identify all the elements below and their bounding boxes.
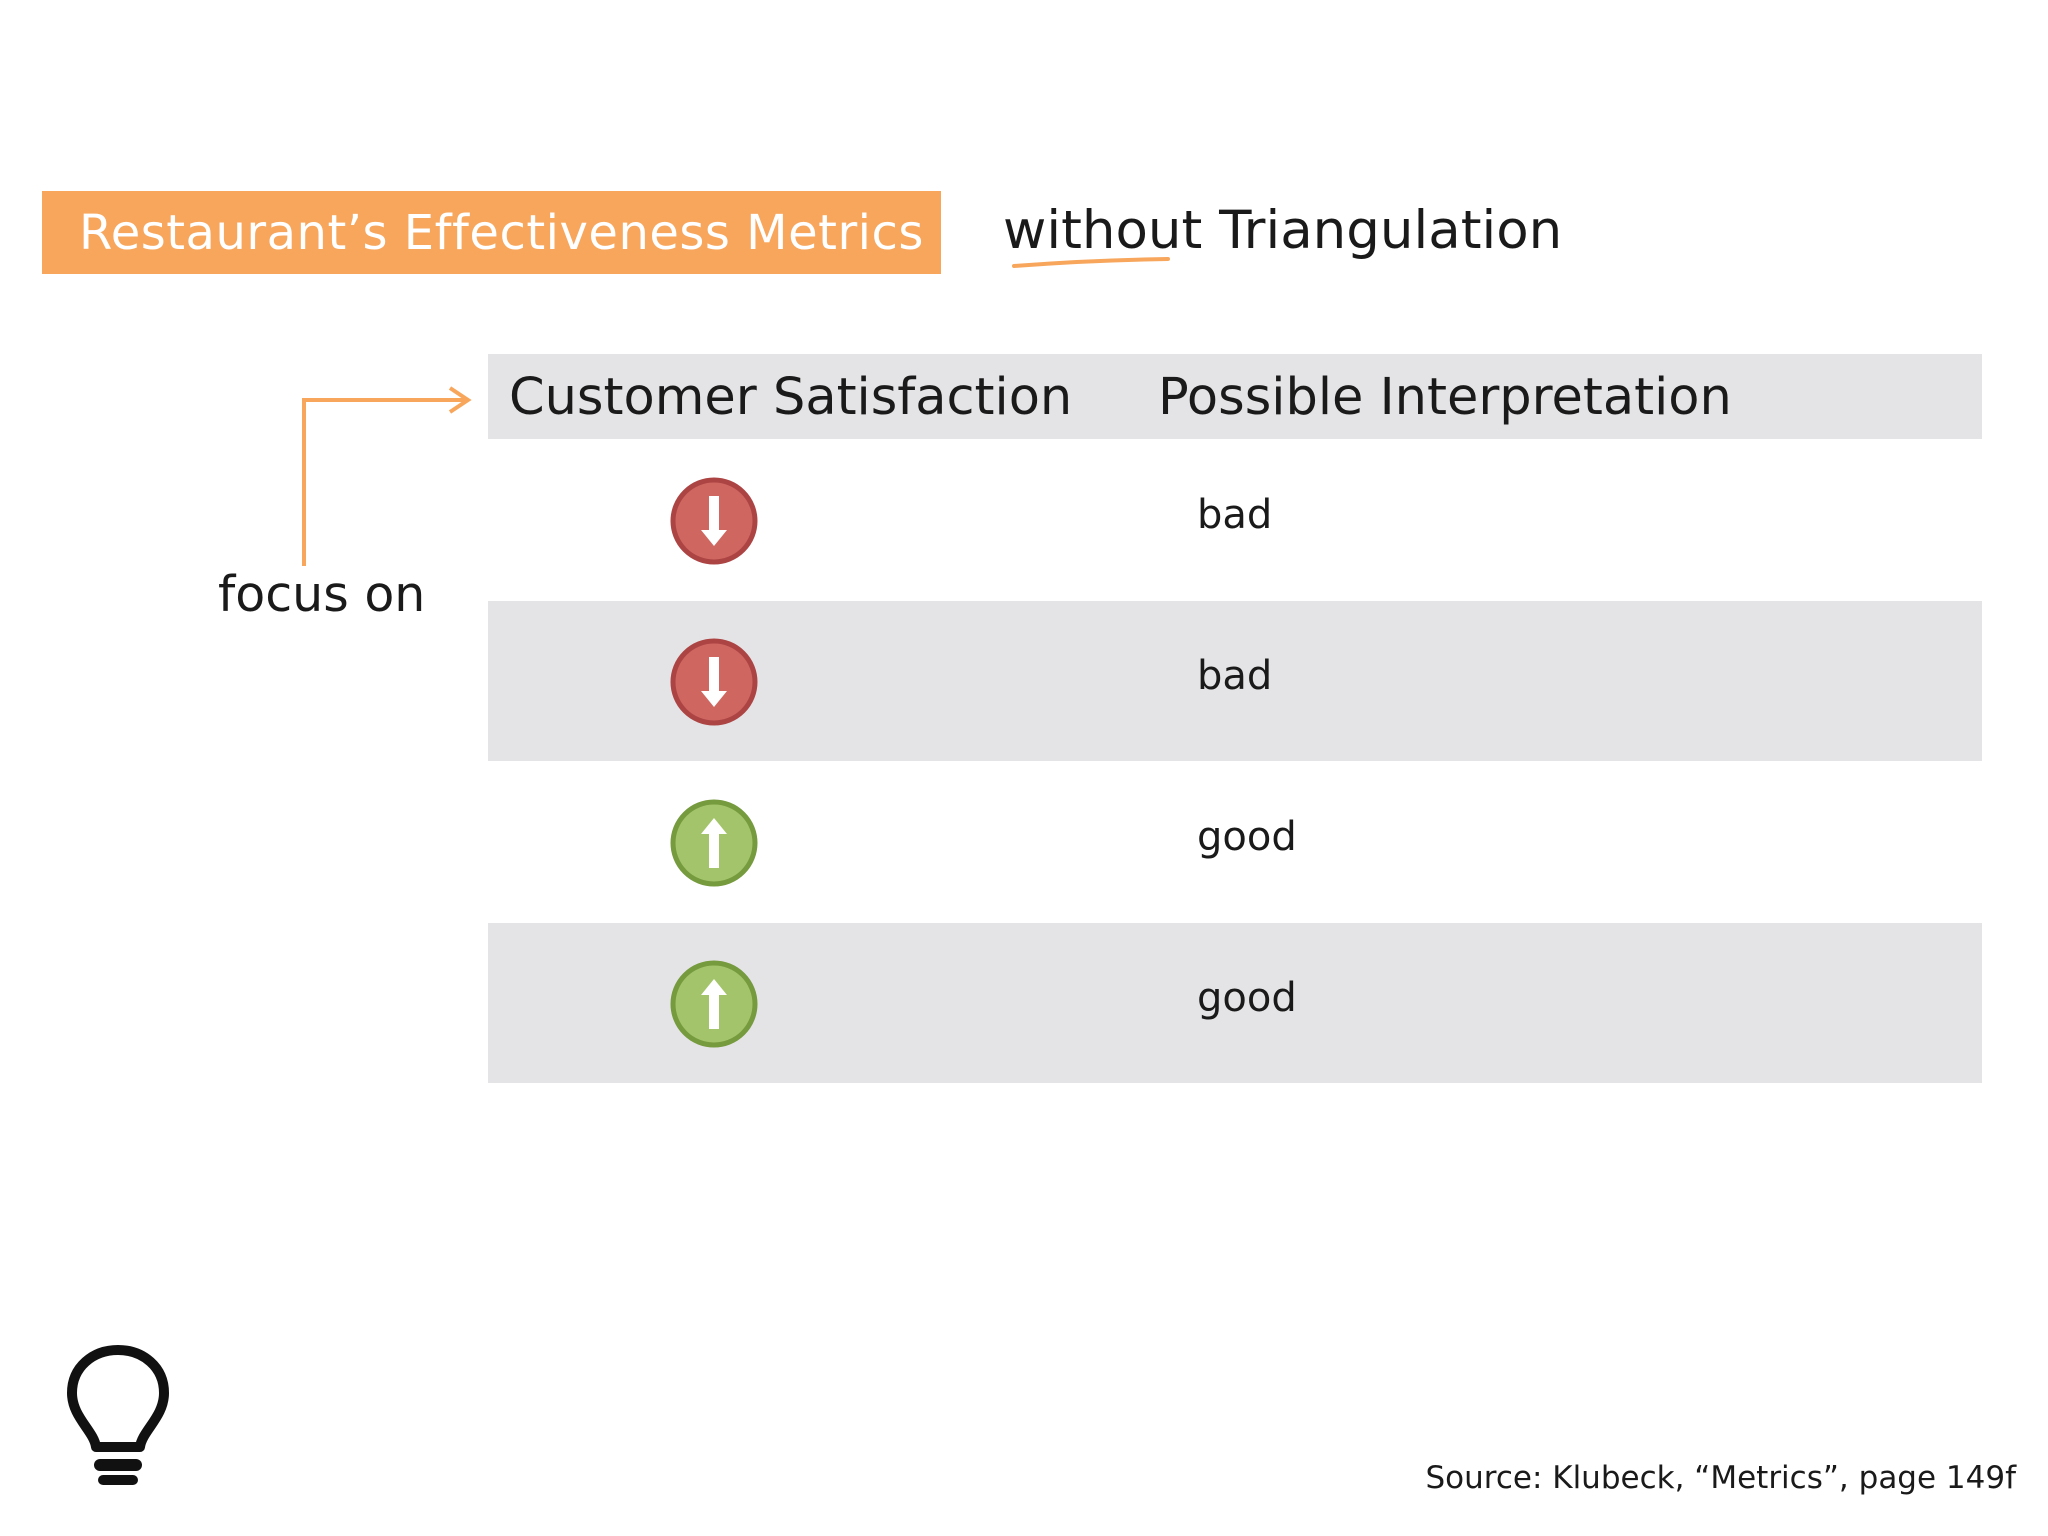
focus-arrow-icon (302, 386, 472, 566)
underline-mark (1012, 257, 1170, 268)
subtitle: without Triangulation (1003, 200, 1563, 261)
down-arrow-circle-icon (670, 477, 758, 565)
title-banner: Restaurant’s Effectiveness Metrics (42, 191, 941, 274)
table-row: good (488, 761, 1982, 922)
table-row: good (488, 922, 1982, 1083)
header-possible-interpretation: Possible Interpretation (1158, 368, 1732, 427)
table-header: Customer Satisfaction Possible Interpret… (488, 354, 1982, 439)
header-customer-satisfaction: Customer Satisfaction (509, 368, 1073, 427)
metrics-table: Customer Satisfaction Possible Interpret… (488, 354, 1982, 1083)
up-arrow-circle-icon (670, 960, 758, 1048)
focus-label: focus on (218, 566, 426, 623)
lightbulb-icon (67, 1345, 169, 1485)
down-arrow-circle-icon (670, 638, 758, 726)
slide-title: Restaurant’s Effectiveness Metrics (79, 204, 924, 261)
interpretation-text: good (1197, 975, 1297, 1021)
table-body: bad bad good good (488, 439, 1982, 1083)
table-row: bad (488, 439, 1982, 600)
source-citation: Source: Klubeck, “Metrics”, page 149f (1425, 1460, 2016, 1496)
table-row: bad (488, 600, 1982, 761)
interpretation-text: good (1197, 814, 1297, 860)
up-arrow-circle-icon (670, 799, 758, 887)
interpretation-text: bad (1197, 492, 1273, 538)
interpretation-text: bad (1197, 653, 1273, 699)
